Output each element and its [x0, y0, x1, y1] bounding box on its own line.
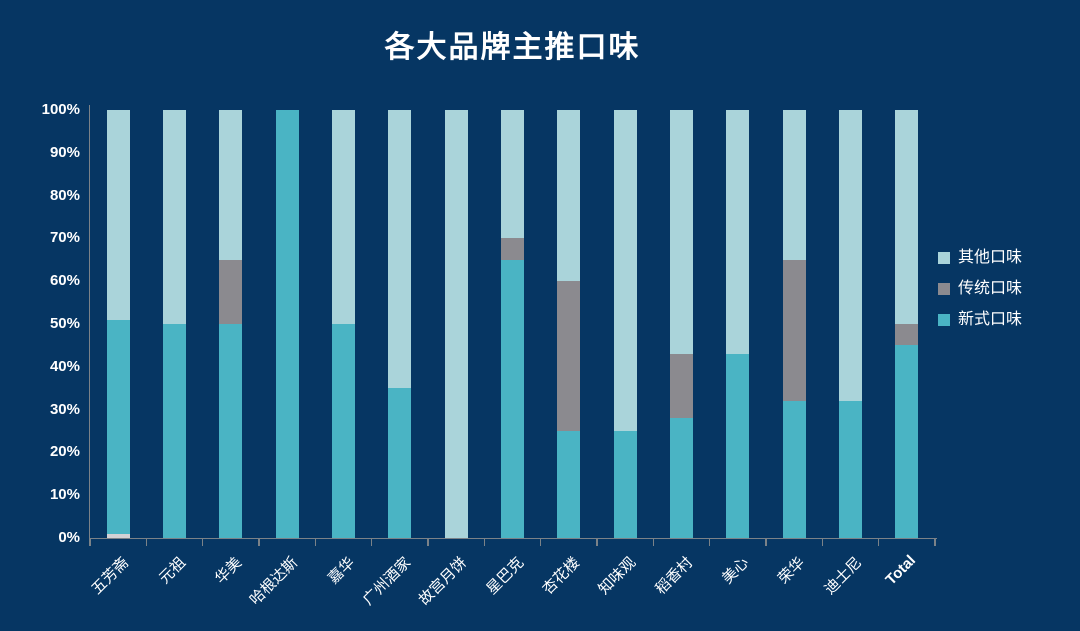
legend-marker-icon: [938, 283, 950, 295]
chart-title: 各大品牌主推口味: [384, 31, 641, 64]
y-axis-tick-label: 100%: [41, 101, 80, 118]
bar-segment-other_flavor: [839, 110, 862, 402]
bar-segment-new_flavor: [670, 418, 693, 538]
legend-marker-icon: [938, 314, 950, 326]
bar-segment-new_flavor: [839, 401, 862, 538]
y-axis-tick-label: 10%: [49, 486, 80, 504]
bar-segment-new_flavor: [388, 388, 412, 538]
y-axis-tick-label: 90%: [49, 143, 80, 161]
y-axis-tick-label: 30%: [49, 400, 80, 418]
y-axis-tick-label: 40%: [49, 357, 80, 375]
legend-label: 其他口味: [958, 249, 1023, 266]
bar-segment-other_flavor: [219, 110, 243, 260]
x-axis-tick: [934, 539, 936, 546]
bar-segment-new_flavor: [895, 345, 919, 538]
y-axis-tick-label: 60%: [49, 272, 80, 290]
bar-segment-new_flavor: [501, 259, 524, 538]
legend-label: 传统口味: [958, 280, 1023, 297]
x-axis-tick: [596, 539, 598, 546]
bar-segment-traditional_flavor: [219, 259, 243, 324]
bar-segment-other_flavor: [106, 110, 130, 320]
bar-segment-traditional_flavor: [670, 353, 693, 419]
x-axis-tick: [708, 539, 711, 546]
x-axis-line: [88, 537, 937, 539]
y-axis-tick-label: 20%: [49, 443, 80, 461]
y-axis-line: [88, 105, 90, 538]
bar-segment-other_flavor: [613, 110, 637, 431]
bar-segment-other_flavor: [782, 110, 806, 260]
bar-segment-other_flavor: [388, 110, 412, 389]
x-axis-tick: [877, 539, 880, 546]
bar-segment-new_flavor: [613, 431, 637, 538]
legend-item: 其他口味: [938, 250, 1022, 266]
bar-segment-traditional_flavor: [895, 324, 919, 346]
bar-segment-other_flavor: [501, 110, 524, 239]
x-axis-tick: [145, 539, 148, 546]
bar-segment-traditional_flavor: [557, 281, 581, 431]
bar-segment-sliver: [106, 533, 130, 538]
y-axis-tick-label: 70%: [49, 229, 80, 247]
legend-marker-icon: [938, 252, 950, 264]
x-axis-tick: [370, 539, 373, 546]
bar-segment-new_flavor: [275, 110, 299, 538]
x-axis-tick: [539, 539, 542, 546]
x-axis-tick: [483, 539, 486, 546]
bar-segment-other_flavor: [670, 110, 693, 354]
x-axis-tick: [89, 539, 91, 546]
bar-segment-traditional_flavor: [501, 238, 524, 260]
bar-segment-other_flavor: [332, 110, 355, 324]
bar-segment-traditional_flavor: [782, 259, 806, 402]
bar-segment-other_flavor: [444, 110, 468, 538]
legend-item: 新式口味: [938, 312, 1022, 328]
bar-segment-other_flavor: [726, 110, 750, 354]
legend-label: 新式口味: [958, 311, 1023, 328]
bar-segment-new_flavor: [163, 324, 186, 538]
x-axis-tick: [201, 539, 204, 546]
y-axis-tick-label: 50%: [49, 315, 80, 332]
bar-segment-other_flavor: [557, 110, 581, 282]
x-axis-tick: [821, 539, 824, 546]
bar-segment-other_flavor: [895, 110, 919, 324]
y-axis-tick-label: 80%: [49, 186, 80, 204]
legend-item: 传统口味: [938, 281, 1022, 297]
x-axis-tick: [765, 539, 767, 546]
legend: 其他口味传统口味新式口味: [938, 250, 1022, 328]
x-axis-tick: [258, 539, 260, 546]
bar-segment-new_flavor: [219, 324, 243, 538]
bar-segment-new_flavor: [726, 353, 750, 538]
bar-segment-new_flavor: [332, 324, 355, 538]
bar-segment-new_flavor: [106, 319, 130, 534]
x-axis-tick: [652, 539, 655, 546]
bar-segment-other_flavor: [163, 110, 186, 324]
bar-segment-new_flavor: [557, 431, 581, 538]
x-axis-tick: [314, 539, 317, 546]
bar-segment-new_flavor: [782, 401, 806, 538]
x-axis-tick: [427, 539, 429, 546]
y-axis-tick-label: 0%: [58, 529, 80, 546]
